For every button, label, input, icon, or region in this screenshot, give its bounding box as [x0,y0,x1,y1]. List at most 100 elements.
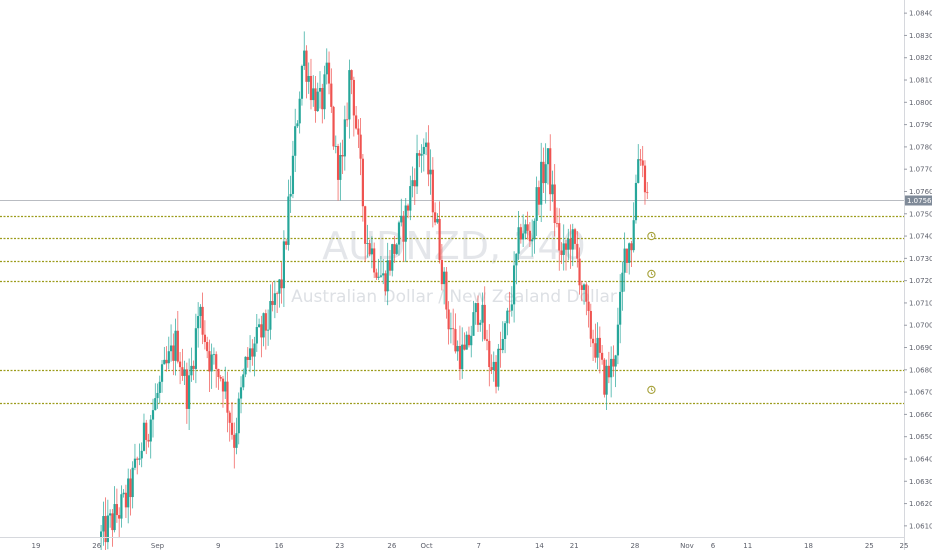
candle[interactable] [591,329,595,362]
candle[interactable] [605,359,608,410]
candle[interactable] [422,138,425,172]
candle[interactable] [151,398,155,438]
candle[interactable] [519,223,522,244]
candle[interactable] [156,383,159,409]
candle[interactable] [641,145,644,178]
candle[interactable] [585,282,588,316]
candle[interactable] [524,219,527,240]
candle[interactable] [239,376,243,414]
candle[interactable] [625,248,629,273]
candle[interactable] [452,308,455,346]
candle[interactable] [219,374,222,382]
candle[interactable] [474,302,477,325]
time-axis[interactable]: 19 26 Sep 9 16 23 26 Oct 7 14 21 28 Nov 6 11 18 25 25 [0,537,908,550]
candle[interactable] [339,142,342,201]
candle[interactable] [603,358,606,398]
candle[interactable] [280,262,283,304]
candle[interactable] [418,150,421,168]
candle[interactable] [619,274,622,344]
candle[interactable] [343,105,346,171]
candle[interactable] [492,351,495,382]
candle[interactable] [533,218,536,254]
candle[interactable] [237,392,240,445]
candle[interactable] [614,354,617,388]
candle[interactable] [230,402,234,440]
candle[interactable] [555,207,559,228]
candle[interactable] [393,236,396,263]
candle[interactable] [456,340,459,361]
candle[interactable] [558,208,561,271]
candle[interactable] [494,355,498,394]
candle[interactable] [397,220,401,256]
candle[interactable] [571,223,574,267]
candle[interactable] [467,326,471,348]
candle[interactable] [424,132,428,156]
candle[interactable] [282,230,286,307]
candle[interactable] [522,214,525,247]
candle[interactable] [154,383,157,411]
candle[interactable] [341,139,344,175]
candle[interactable] [185,362,188,424]
candle[interactable] [323,65,326,120]
candle[interactable] [596,322,599,370]
alerts[interactable] [647,231,656,395]
candle[interactable] [327,51,331,95]
candle[interactable] [377,258,380,281]
candle[interactable] [476,295,480,333]
candle[interactable] [470,325,473,358]
candle[interactable] [415,134,419,195]
candle[interactable] [576,231,579,268]
candle[interactable] [167,336,170,370]
candle[interactable] [490,354,493,374]
candle[interactable] [316,82,319,112]
candle[interactable] [285,238,288,250]
candle[interactable] [443,267,446,305]
alert-clock-icon[interactable] [647,269,656,279]
candle[interactable] [264,309,267,350]
candle[interactable] [431,157,434,228]
candle[interactable] [409,175,412,221]
candle[interactable] [138,443,141,466]
candle[interactable] [318,71,322,109]
candle[interactable] [632,202,635,253]
candle[interactable] [233,422,236,469]
candle[interactable] [300,64,304,106]
candle[interactable] [384,270,387,296]
candle[interactable] [535,176,538,237]
candle[interactable] [169,324,173,362]
candle[interactable] [321,83,324,124]
candle[interactable] [224,366,227,399]
candle[interactable] [438,201,441,264]
candle[interactable] [215,351,218,388]
candle[interactable] [447,301,450,345]
candle[interactable] [578,247,581,295]
candle[interactable] [172,333,175,376]
candle[interactable] [537,180,541,216]
candle[interactable] [454,313,457,354]
candle[interactable] [488,324,491,387]
candle[interactable] [508,291,511,324]
candle[interactable] [228,410,231,442]
alert-clock-icon[interactable] [647,231,656,241]
candle[interactable] [434,202,437,226]
candle[interactable] [188,358,191,431]
candle[interactable] [359,117,362,176]
candle[interactable] [129,469,132,516]
candle[interactable] [348,59,351,139]
candle[interactable] [212,347,216,365]
candle[interactable] [235,417,238,455]
candles[interactable] [100,31,649,550]
candle[interactable] [386,242,389,306]
candle[interactable] [314,75,317,123]
candle[interactable] [562,224,565,271]
candle[interactable] [255,313,258,353]
candle[interactable] [564,239,568,271]
candle[interactable] [458,325,462,380]
candle[interactable] [163,346,166,365]
candle[interactable] [287,179,290,251]
candle[interactable] [203,320,207,350]
candle[interactable] [226,371,229,433]
candle[interactable] [449,312,453,344]
candle[interactable] [560,242,563,265]
candle[interactable] [598,326,601,374]
